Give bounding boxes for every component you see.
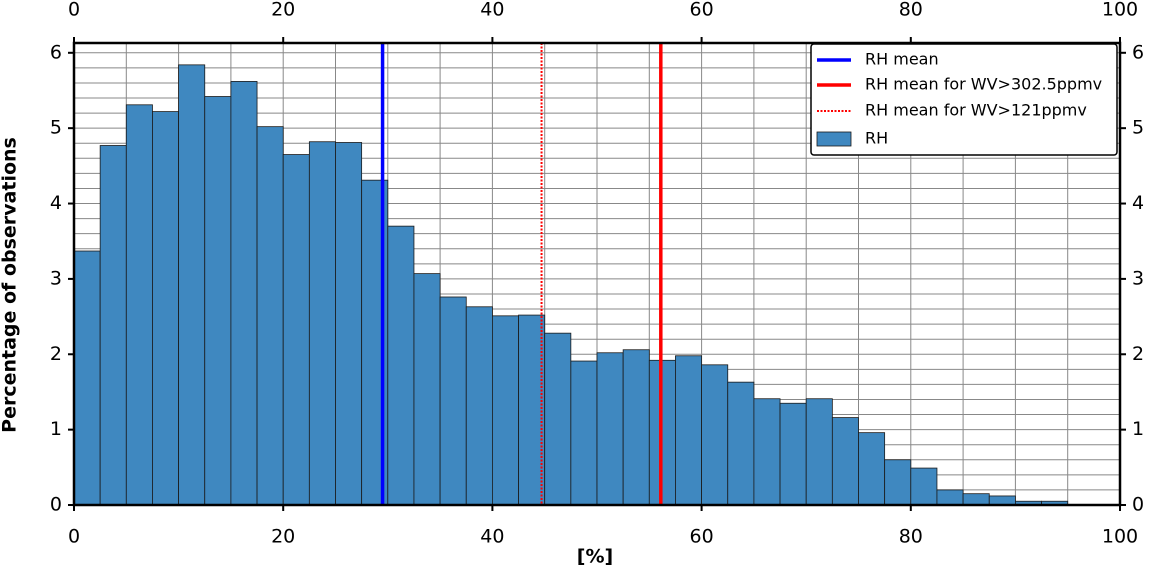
y-tick-label-right: 4: [1132, 192, 1144, 214]
x-tick-label-top: 100: [1102, 0, 1138, 21]
legend-label: RH mean for WV>121ppmv: [865, 101, 1087, 120]
y-tick-label-right: 6: [1132, 41, 1144, 63]
histogram-bar: [152, 111, 179, 506]
histogram-bar: [544, 332, 572, 506]
x-tick-label: 100: [1102, 526, 1138, 548]
x-axis-label: [%]: [577, 546, 613, 568]
x-tick-label-top: 80: [899, 0, 923, 21]
histogram-bar: [230, 81, 258, 506]
legend: RH mean RH mean for WV>302.5ppmv RH mean f…: [810, 43, 1118, 156]
histogram-bar: [73, 250, 101, 506]
legend-label: RH mean for WV>302.5ppmv: [865, 75, 1102, 94]
y-tick-label-right: 1: [1132, 418, 1144, 440]
histogram-bar: [491, 315, 519, 506]
legend-label: RH mean: [865, 50, 939, 69]
histogram-bar: [308, 141, 336, 506]
histogram-bar: [282, 154, 310, 506]
plot-frame: [72, 41, 1122, 507]
y-tick-label: 4: [50, 192, 62, 214]
histogram-bar: [675, 355, 703, 506]
x-tick-label-top: 60: [690, 0, 714, 21]
x-tick-label-top: 0: [68, 0, 80, 21]
histogram-bar: [962, 493, 990, 506]
histogram-bar: [988, 495, 1016, 506]
histogram-bar: [779, 402, 807, 506]
histogram-bar: [178, 64, 206, 506]
histogram-bar: [335, 142, 363, 506]
histogram-bar: [753, 398, 781, 506]
histogram-bar: [439, 296, 467, 506]
legend-swatch: [816, 131, 852, 147]
histogram-bar: [805, 398, 833, 506]
y-tick-label: 0: [50, 494, 62, 516]
histogram-bar: [910, 467, 938, 506]
histogram-bar: [570, 360, 598, 506]
histogram-bar: [596, 352, 624, 506]
histogram-bar: [465, 306, 493, 506]
x-tick-label-top: 40: [480, 0, 504, 21]
histogram-bar: [204, 96, 232, 506]
histogram-bar: [831, 417, 859, 506]
x-tick-label: 60: [690, 526, 714, 548]
histogram-bar: [125, 104, 153, 506]
y-tick-label-right: 5: [1132, 117, 1144, 139]
y-tick-label: 6: [50, 41, 62, 63]
y-tick-label: 3: [50, 267, 62, 289]
y-tick-label: 5: [50, 117, 62, 139]
histogram-bar: [701, 364, 729, 506]
histogram-bar: [387, 225, 415, 506]
x-tick-label: 20: [271, 526, 295, 548]
histogram-bar: [99, 145, 127, 506]
histogram-bar: [936, 489, 964, 506]
y-tick-label-right: 3: [1132, 267, 1144, 289]
x-tick-label: 40: [480, 526, 504, 548]
histogram-bar: [858, 432, 886, 506]
histogram-bar: [518, 314, 546, 506]
legend-label: RH: [865, 129, 888, 148]
x-tick-label-top: 20: [271, 0, 295, 21]
y-tick-label-right: 0: [1132, 494, 1144, 516]
histogram-bar: [622, 349, 650, 506]
histogram-bar: [884, 459, 912, 506]
x-tick-label: 80: [899, 526, 923, 548]
x-tick-label: 0: [68, 526, 80, 548]
histogram-bar: [727, 381, 755, 506]
legend-box: [810, 43, 1118, 156]
histogram-bar: [256, 126, 284, 506]
y-tick-label: 1: [50, 418, 62, 440]
histogram-bar: [413, 273, 441, 506]
y-tick-label: 2: [50, 343, 62, 365]
y-axis-label: Percentage of observations: [0, 137, 21, 433]
y-tick-label-right: 2: [1132, 343, 1144, 365]
